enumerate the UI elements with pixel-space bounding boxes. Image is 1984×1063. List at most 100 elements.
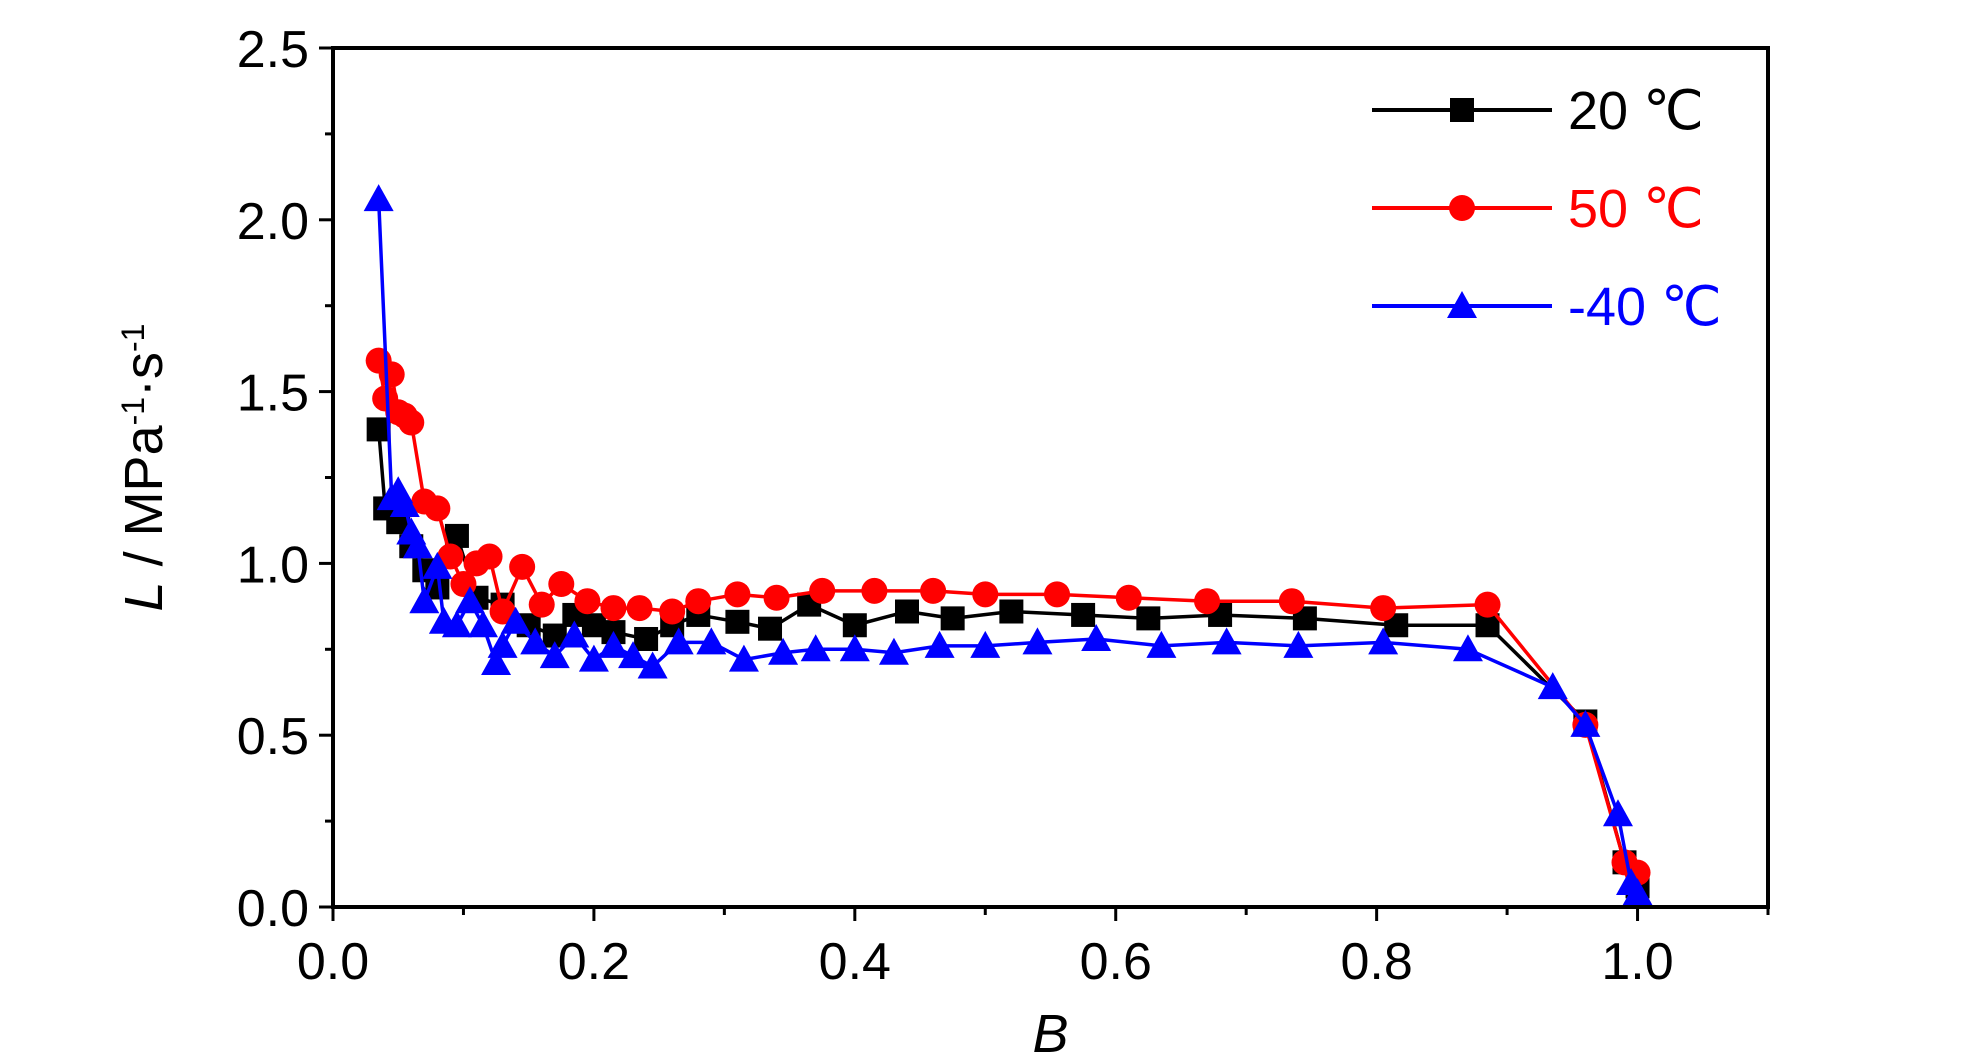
y-tick-label: 2.0 xyxy=(237,193,309,251)
series-2 xyxy=(363,184,1653,906)
data-point xyxy=(548,571,575,598)
x-tick-label: 0.8 xyxy=(1340,933,1412,991)
data-point xyxy=(895,599,919,624)
data-point xyxy=(1370,595,1397,622)
data-point xyxy=(1022,627,1053,655)
plot-area xyxy=(363,184,1653,906)
y-axis-title-exp1: -1 xyxy=(115,397,151,425)
legend-marker xyxy=(1450,98,1474,122)
legend-label: 50 ℃ xyxy=(1568,179,1704,239)
data-point xyxy=(878,637,909,665)
data-point xyxy=(728,644,759,672)
data-point xyxy=(559,620,590,648)
legend-item: -40 ℃ xyxy=(1372,277,1722,337)
data-point xyxy=(476,543,503,570)
data-point xyxy=(363,184,394,212)
data-point xyxy=(637,651,668,679)
legend-label: 20 ℃ xyxy=(1568,81,1704,141)
data-point xyxy=(696,627,727,655)
y-axis-title-unit: / MPa xyxy=(114,424,174,581)
data-point xyxy=(424,495,451,522)
data-point xyxy=(618,641,649,669)
data-point xyxy=(724,581,751,608)
data-point xyxy=(1146,630,1177,658)
data-point xyxy=(809,577,836,604)
data-point xyxy=(500,606,531,634)
data-point xyxy=(520,627,551,655)
data-point xyxy=(659,598,686,625)
legend-item: 50 ℃ xyxy=(1372,179,1704,239)
data-point xyxy=(1194,588,1221,615)
data-point xyxy=(398,409,425,436)
data-point xyxy=(378,361,405,388)
legend-label: -40 ℃ xyxy=(1568,277,1722,337)
data-point xyxy=(758,616,783,641)
y-tick-label: 2.5 xyxy=(237,21,309,79)
data-point xyxy=(970,630,1001,658)
data-point xyxy=(422,551,453,579)
data-point xyxy=(725,609,750,634)
data-point xyxy=(574,588,601,615)
data-point xyxy=(454,586,485,614)
y-tick-label: 1.5 xyxy=(237,365,309,423)
y-axis-title: L / MPa-1·s-1 xyxy=(114,324,174,612)
data-point xyxy=(1278,588,1305,615)
data-point xyxy=(663,627,694,655)
x-tick-label: 0.4 xyxy=(819,933,891,991)
data-point xyxy=(1115,584,1142,611)
data-point xyxy=(509,553,536,580)
y-axis-title-mid: ·s xyxy=(114,352,174,397)
data-point xyxy=(1537,672,1568,700)
data-point xyxy=(1044,581,1071,608)
y-axis-title-variable: L xyxy=(114,581,174,611)
data-point xyxy=(528,591,555,618)
data-point xyxy=(1570,709,1601,737)
series-line xyxy=(376,429,1640,888)
data-point xyxy=(1071,602,1096,627)
data-point xyxy=(600,595,627,622)
data-point xyxy=(1081,623,1112,651)
y-tick-label: 0.5 xyxy=(237,708,309,766)
data-point xyxy=(800,634,831,662)
data-point xyxy=(972,581,999,608)
data-point xyxy=(1602,799,1633,827)
x-tick-label: 0.2 xyxy=(558,933,630,991)
y-tick-label: 1.0 xyxy=(237,536,309,594)
data-point xyxy=(768,637,799,665)
legend: 20 ℃ 50 ℃ -40 ℃ xyxy=(1372,81,1722,337)
data-point xyxy=(1283,630,1314,658)
series-1 xyxy=(365,347,1651,886)
data-point xyxy=(1368,627,1399,655)
data-point xyxy=(839,634,870,662)
data-point xyxy=(468,610,499,638)
x-tick-label: 0.6 xyxy=(1080,933,1152,991)
data-point xyxy=(1211,627,1242,655)
data-point xyxy=(924,630,955,658)
y-axis-title-exp2: -1 xyxy=(115,324,151,352)
data-point xyxy=(940,606,965,631)
data-point xyxy=(920,577,947,604)
data-point xyxy=(1452,634,1483,662)
data-point xyxy=(634,626,659,651)
data-point xyxy=(402,531,433,559)
data-point xyxy=(489,598,516,625)
legend-item: 20 ℃ xyxy=(1372,81,1704,141)
plot-frame xyxy=(331,46,1770,909)
data-point xyxy=(578,644,609,672)
data-point xyxy=(598,630,629,658)
data-point xyxy=(861,577,888,604)
data-point xyxy=(626,595,653,622)
data-point xyxy=(999,599,1024,624)
series-line xyxy=(376,199,1640,895)
data-point xyxy=(441,610,472,638)
x-tick-label: 0.0 xyxy=(297,933,369,991)
legend-marker xyxy=(1449,195,1475,221)
data-point xyxy=(539,641,570,669)
data-point xyxy=(437,543,464,570)
data-point xyxy=(487,630,518,658)
x-axis: 0.0 0.2 0.4 0.6 0.8 1.0 xyxy=(297,907,1770,991)
y-tick-label: 0.0 xyxy=(237,880,309,938)
x-tick-label: 1.0 xyxy=(1601,933,1673,991)
data-point xyxy=(481,648,512,676)
